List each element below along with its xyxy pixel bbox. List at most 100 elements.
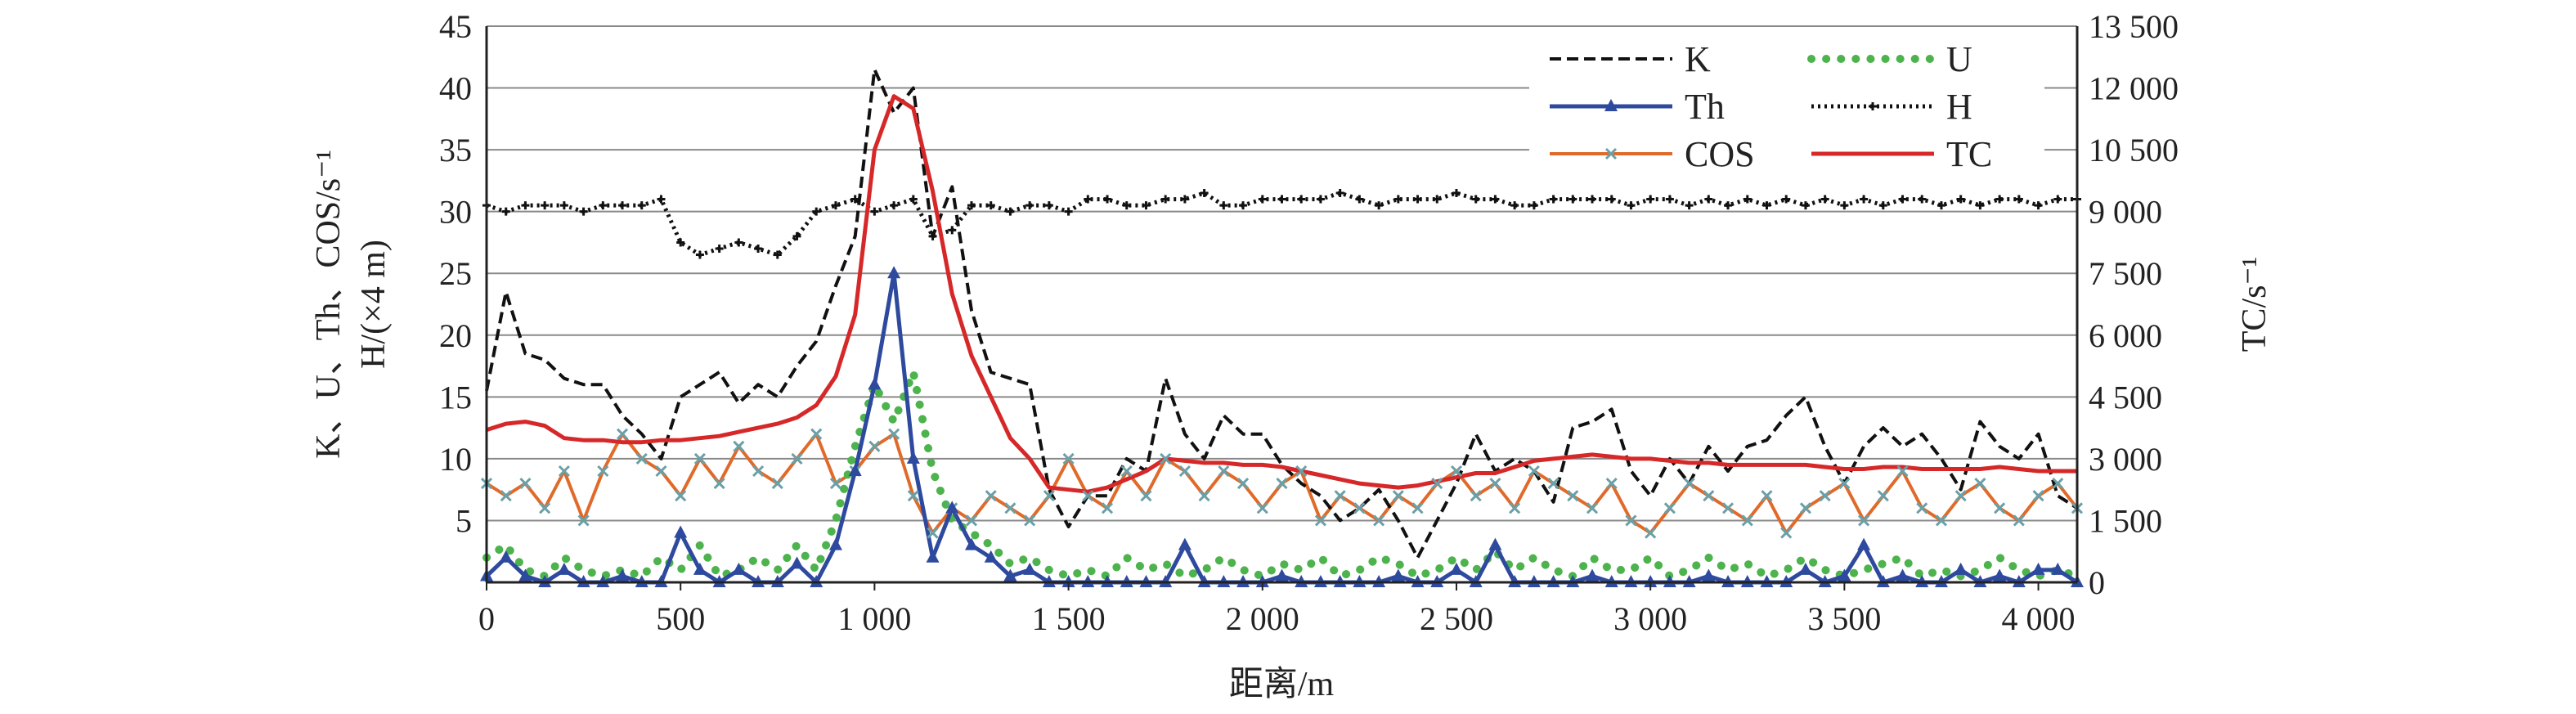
data-point-cos bbox=[1062, 452, 1075, 465]
data-point-th bbox=[828, 537, 842, 550]
legend-marker-cos bbox=[1604, 147, 1618, 160]
data-point-h bbox=[657, 195, 666, 204]
data-point-h bbox=[850, 195, 859, 204]
data-point-h bbox=[1433, 195, 1442, 204]
data-point-cos bbox=[733, 440, 745, 452]
y-right-tick-label: 1 500 bbox=[2089, 502, 2162, 539]
data-point-h bbox=[1335, 189, 1344, 197]
y-right-tick-label: 13 500 bbox=[2089, 8, 2179, 45]
data-point-cos bbox=[1819, 490, 1831, 502]
data-point-cos bbox=[1683, 478, 1695, 490]
legend-marker-h bbox=[1869, 102, 1877, 110]
data-point-cos bbox=[1974, 478, 1986, 490]
data-point-h bbox=[1995, 195, 2004, 204]
y-right-tick-label: 6 000 bbox=[2089, 317, 2162, 354]
x-tick-label: 4 000 bbox=[2002, 600, 2076, 637]
data-point-h bbox=[637, 201, 646, 210]
data-point-th bbox=[1023, 562, 1037, 575]
y-right-tick-label: 3 000 bbox=[2089, 441, 2162, 478]
data-point-cos bbox=[577, 514, 590, 527]
data-point-cos bbox=[1295, 465, 1308, 478]
y-left-tick-label: 40 bbox=[439, 70, 472, 107]
data-point-h bbox=[1607, 195, 1616, 204]
data-point-h bbox=[715, 245, 724, 253]
data-point-cos bbox=[1198, 490, 1210, 502]
data-point-cos bbox=[810, 428, 823, 440]
data-point-h bbox=[1355, 195, 1364, 204]
y-left-tick-label: 20 bbox=[439, 317, 472, 354]
data-point-h bbox=[734, 238, 743, 247]
data-point-cos bbox=[1004, 502, 1016, 514]
data-point-cos bbox=[1586, 502, 1599, 514]
data-point-cos bbox=[1101, 502, 1114, 514]
data-point-cos bbox=[1218, 465, 1230, 478]
data-point-h bbox=[1549, 195, 1558, 204]
data-point-th bbox=[984, 550, 998, 563]
data-point-h bbox=[812, 207, 821, 216]
data-point-cos bbox=[1411, 502, 1424, 514]
data-point-cos bbox=[927, 527, 939, 539]
data-point-cos bbox=[1353, 502, 1366, 514]
data-point-h bbox=[1239, 201, 1248, 210]
data-point-h bbox=[2014, 195, 2023, 204]
data-point-h bbox=[1491, 195, 1500, 204]
data-point-h bbox=[1044, 201, 1053, 210]
series-lines bbox=[482, 67, 2081, 585]
x-axis-title: 距离/m bbox=[1229, 665, 1335, 703]
legend-label-k: K bbox=[1685, 39, 1711, 79]
y-left-tick-label: 15 bbox=[439, 379, 472, 415]
data-point-th bbox=[1449, 562, 1463, 575]
y-right-tick-label: 10 500 bbox=[2089, 132, 2179, 168]
data-point-h bbox=[754, 245, 763, 253]
data-point-cos bbox=[675, 490, 687, 502]
data-point-cos bbox=[500, 490, 512, 502]
data-point-th bbox=[1003, 568, 1017, 582]
data-point-cos bbox=[1741, 514, 1753, 527]
data-point-h bbox=[599, 201, 608, 210]
x-tick-label: 1 000 bbox=[837, 600, 911, 637]
data-point-th bbox=[926, 550, 940, 563]
data-point-cos bbox=[1276, 478, 1288, 490]
y-left-tick-label: 35 bbox=[439, 132, 472, 168]
data-point-th bbox=[557, 562, 571, 575]
data-point-h bbox=[1724, 201, 1733, 210]
axes bbox=[485, 26, 2079, 584]
data-point-h bbox=[1413, 195, 1422, 204]
data-point-th bbox=[693, 562, 707, 575]
data-point-th bbox=[616, 568, 630, 582]
data-point-th bbox=[887, 266, 901, 279]
data-point-h bbox=[1840, 201, 1849, 210]
data-point-cos bbox=[1489, 478, 1501, 490]
data-point-cos bbox=[1567, 490, 1579, 502]
data-point-h bbox=[695, 250, 704, 259]
data-point-h bbox=[1510, 201, 1519, 210]
data-point-cos bbox=[2052, 478, 2064, 490]
data-point-cos bbox=[1858, 514, 1870, 527]
data-point-h bbox=[1704, 195, 1713, 204]
data-point-h bbox=[1878, 201, 1887, 210]
series-markers bbox=[480, 189, 2084, 587]
data-point-cos bbox=[1120, 465, 1133, 478]
data-point-h bbox=[1665, 195, 1674, 204]
data-point-cos bbox=[1625, 514, 1637, 527]
data-point-h bbox=[1316, 195, 1325, 204]
data-point-h bbox=[1006, 207, 1015, 216]
data-point-th bbox=[1798, 562, 1812, 575]
data-point-cos bbox=[1392, 490, 1404, 502]
y-left-tick-label: 45 bbox=[439, 8, 472, 45]
data-point-cos bbox=[1043, 490, 1055, 502]
data-point-cos bbox=[693, 452, 706, 465]
data-point-h bbox=[1529, 201, 1538, 210]
legend-label-u: U bbox=[1946, 39, 1972, 79]
data-point-h bbox=[1180, 195, 1189, 204]
y-axis-right-title: TC/s⁻¹ bbox=[2236, 257, 2273, 352]
data-point-cos bbox=[888, 428, 900, 440]
data-point-h bbox=[1219, 201, 1228, 210]
data-point-th bbox=[945, 501, 959, 514]
x-tick-label: 3 000 bbox=[1613, 600, 1687, 637]
data-point-cos bbox=[791, 452, 803, 465]
data-point-th bbox=[2051, 562, 2065, 575]
data-point-cos bbox=[1877, 490, 1889, 502]
y-left-tick-label: 10 bbox=[439, 441, 472, 478]
